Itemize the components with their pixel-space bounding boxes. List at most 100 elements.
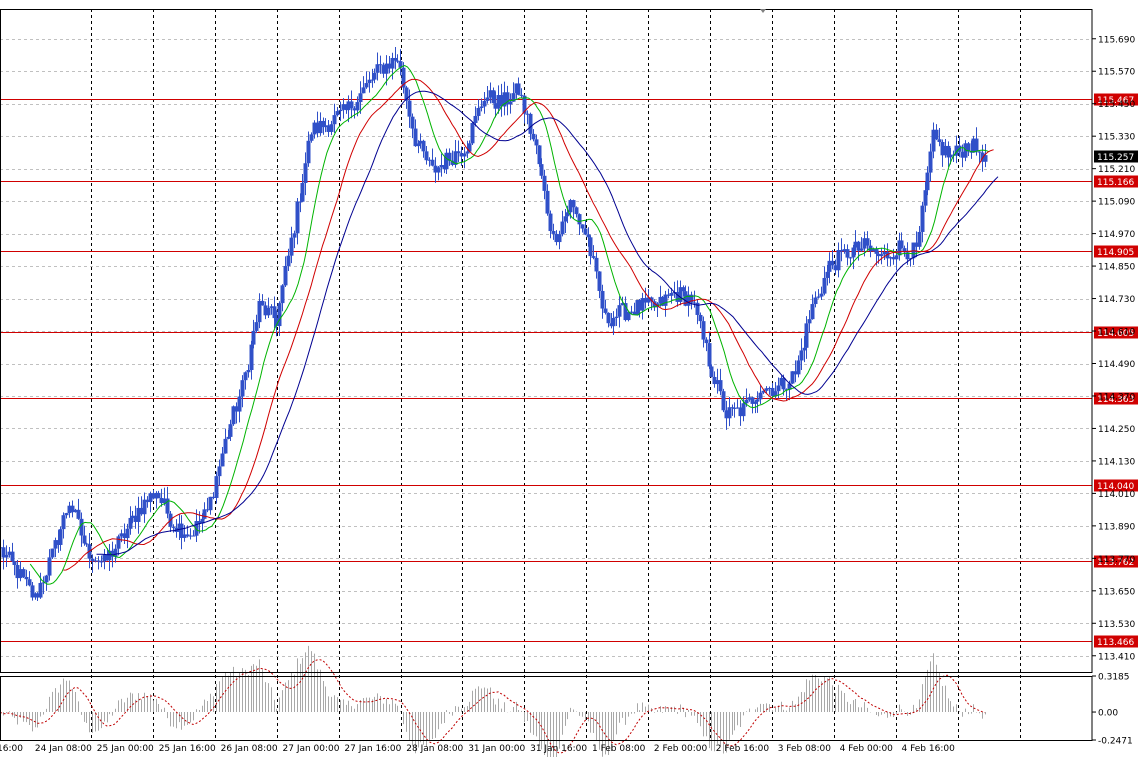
sub-y-tick-label: 0.3185 <box>1098 673 1130 683</box>
price-bar-body <box>398 61 403 68</box>
price-bar-body <box>130 515 135 518</box>
price-bar-body <box>620 303 625 306</box>
price-bar-body <box>902 248 907 253</box>
price-bar-body <box>220 453 225 467</box>
price-bar-body <box>251 330 256 345</box>
y-tick-label: 113.650 <box>1098 587 1135 597</box>
price-bar-body <box>447 152 452 161</box>
y-tick-label: 114.970 <box>1098 230 1135 240</box>
price-bar-body <box>531 133 536 140</box>
price-bar-body <box>727 407 732 419</box>
sub-y-tick-label: -0.2471 <box>1098 737 1133 747</box>
price-bar-body <box>326 125 331 132</box>
price-bar-body <box>943 145 948 156</box>
price-bar-body <box>761 390 766 393</box>
price-bar-body <box>450 160 455 165</box>
price-bar-body <box>810 304 815 320</box>
price-bar-body <box>695 302 700 315</box>
price-bar-body <box>439 165 444 168</box>
price-bar-body <box>136 507 141 522</box>
x-tick-label: 3 Feb 08:00 <box>778 744 832 754</box>
price-bars <box>0 47 988 602</box>
price-bar-body <box>946 145 951 158</box>
x-tick-label: 24 Jan 08:00 <box>35 744 92 754</box>
price-bar-body <box>145 499 150 503</box>
price-bar-body <box>614 316 619 318</box>
price-bar-body <box>557 234 562 243</box>
price-bar-body <box>243 372 248 381</box>
price-bar-body <box>539 164 544 176</box>
price-bar-body <box>470 122 475 144</box>
price-bar-body <box>430 159 435 166</box>
price-bar-body <box>571 200 576 208</box>
level-label-bg <box>1094 555 1138 568</box>
price-bar-body <box>306 140 311 164</box>
price-bar-body <box>560 221 565 235</box>
level-label: 114.363 <box>1097 395 1134 405</box>
price-bar-body <box>871 249 876 252</box>
y-tick-label: 114.250 <box>1098 425 1135 435</box>
price-bar-body <box>467 143 472 152</box>
price-bar-body <box>79 518 84 536</box>
price-bar-body <box>418 140 423 144</box>
x-tick-label: 2 Feb 16:00 <box>716 744 770 754</box>
price-bar-body <box>586 234 591 238</box>
y-tick-label: 115.450 <box>1098 100 1135 110</box>
price-bar-body <box>551 231 556 234</box>
price-bar-body <box>704 339 709 344</box>
shift-marker-icon[interactable] <box>760 9 766 13</box>
x-tick-label: 31 Jan 00:00 <box>468 744 525 754</box>
price-bar-body <box>715 380 720 385</box>
price-bar-body <box>76 509 81 519</box>
price-bar-body <box>70 505 75 513</box>
y-tick-label: 113.530 <box>1098 620 1135 630</box>
price-bar-body <box>827 260 832 272</box>
price-bar-body <box>767 387 772 389</box>
y-tick-label: 115.690 <box>1098 35 1135 45</box>
price-bar-body <box>894 255 899 260</box>
price-bar-body <box>7 551 12 555</box>
price-bar-body <box>41 582 46 584</box>
level-label-bg <box>1094 245 1138 258</box>
time-axis: 16:00 24 Jan 08:00 25 Jan 00:00 25 Jan 16:0… <box>0 744 955 754</box>
price-bar-body <box>142 499 147 515</box>
price-bar-body <box>548 213 553 232</box>
price-bar-body <box>689 294 694 303</box>
price-bar-body <box>364 83 369 88</box>
price-bar-body <box>113 548 118 557</box>
price-bar-body <box>836 250 841 271</box>
price-bar-body <box>799 350 804 361</box>
price-bar-body <box>563 216 568 222</box>
price-bar-body <box>12 561 17 565</box>
price-bar-body <box>914 242 919 247</box>
price-bar-body <box>171 526 176 528</box>
price-bar-body <box>335 111 340 116</box>
price-bar-body <box>744 399 749 404</box>
price-bar-body <box>38 582 43 598</box>
x-tick-label: 2 Feb 00:00 <box>654 744 708 754</box>
price-bar-body <box>228 424 233 437</box>
price-bar-body <box>202 509 207 519</box>
price-bar-body <box>162 498 167 504</box>
price-bar-body <box>159 497 164 504</box>
y-tick-label: 113.410 <box>1098 652 1135 662</box>
price-bar-body <box>119 533 124 537</box>
price-bar-body <box>208 496 213 511</box>
price-bar-body <box>522 95 527 114</box>
x-tick-label: 28 Jan 08:00 <box>406 744 463 754</box>
y-tick-label: 114.730 <box>1098 295 1135 305</box>
price-bar-body <box>735 407 740 409</box>
price-bar-body <box>139 507 144 515</box>
price-bar-body <box>300 182 305 202</box>
level-label: 115.467 <box>1097 96 1134 106</box>
price-bar-body <box>764 388 769 391</box>
price-bar-body <box>246 369 251 373</box>
price-bar-body <box>790 371 795 384</box>
price-bar-body <box>554 233 559 243</box>
x-tick-label: 31 Jan 16:00 <box>530 744 587 754</box>
price-bar-body <box>802 347 807 351</box>
price-bar-body <box>983 155 988 162</box>
price-bar-body <box>401 67 406 88</box>
